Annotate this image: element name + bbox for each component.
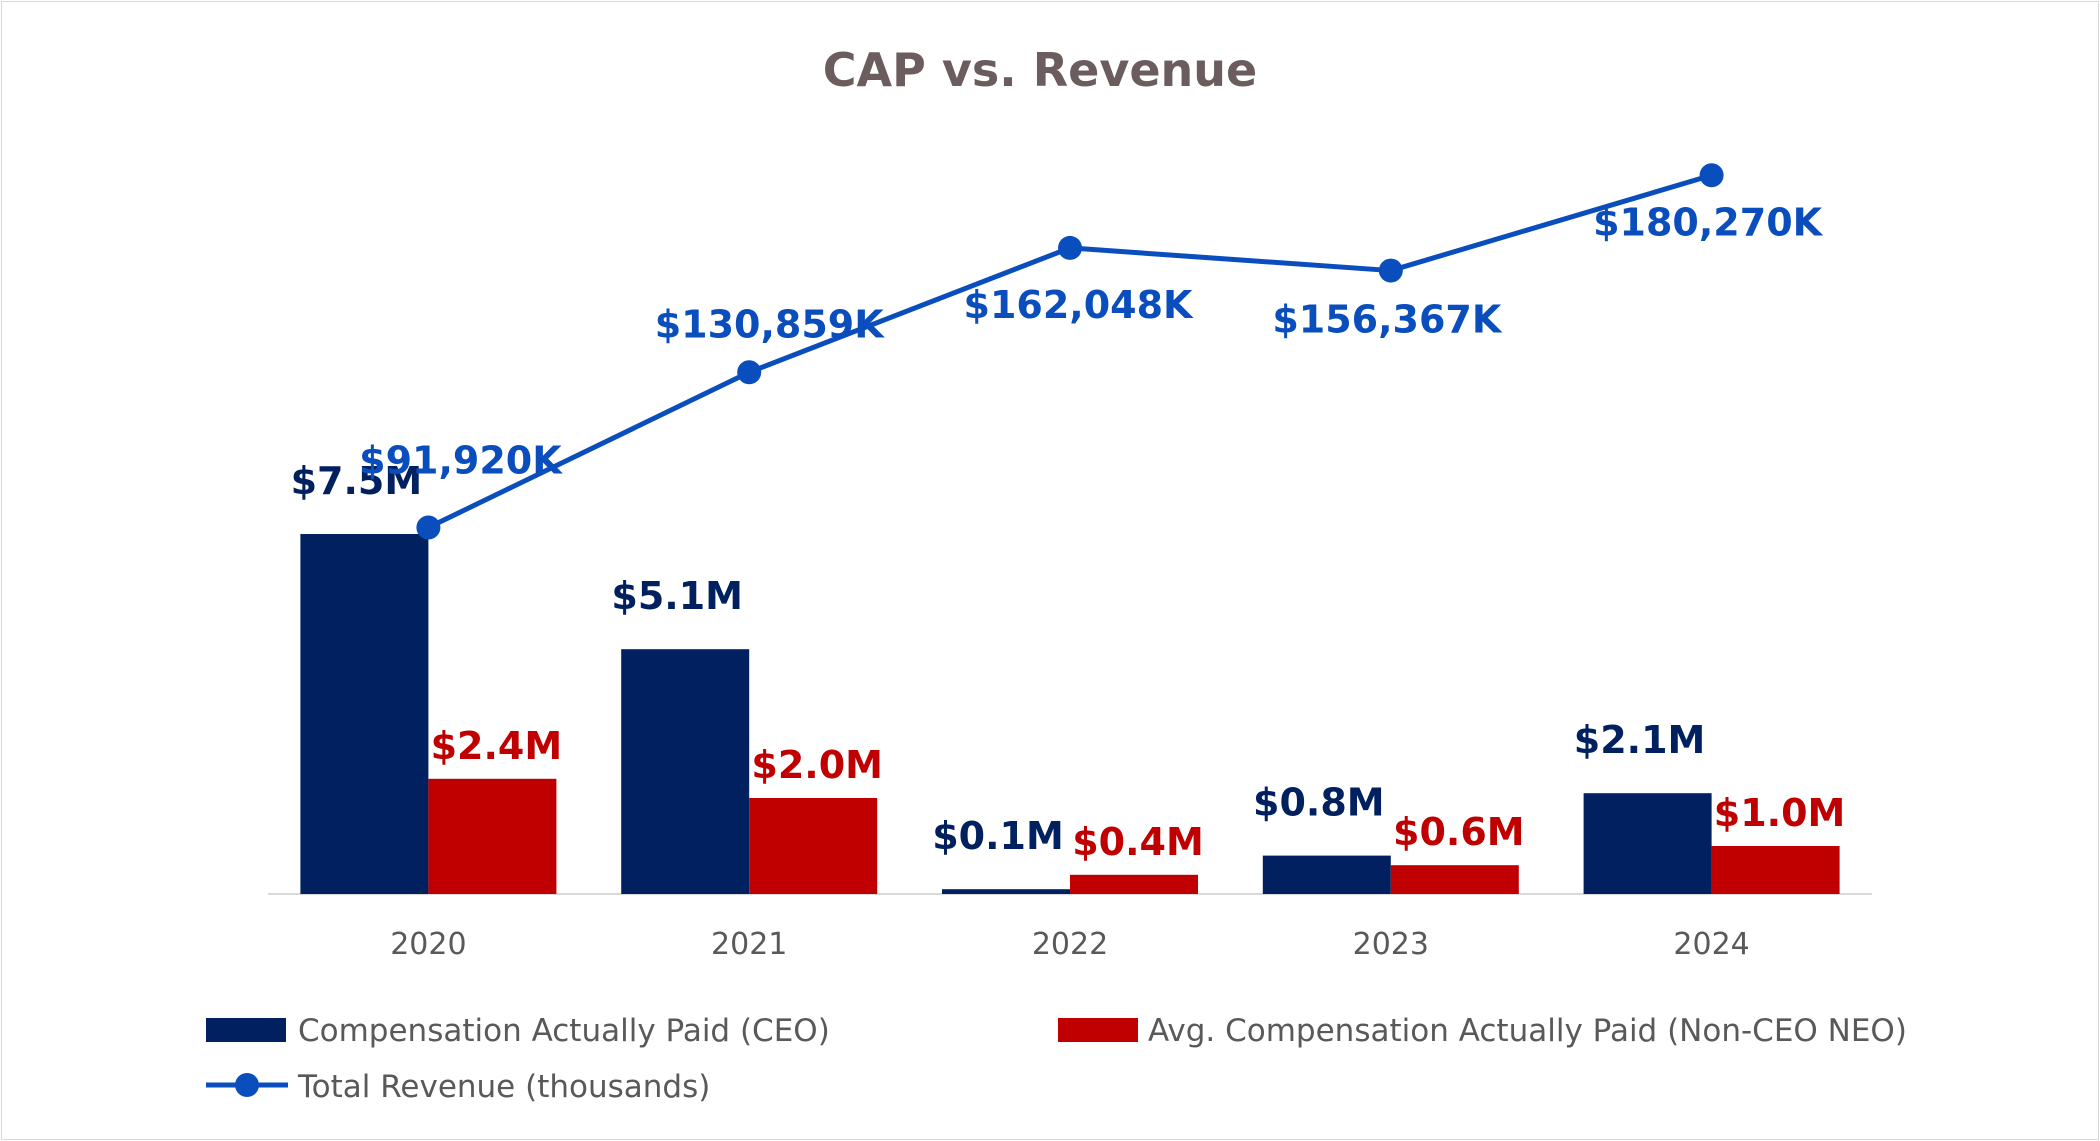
x-tick-label: 2023 [1353,927,1429,962]
legend-swatch-ceo [206,1018,286,1042]
revenue-series-line [427,172,1713,530]
data-label-ceo: $2.1M [1574,718,1706,762]
legend-marker-revenue [235,1073,259,1097]
data-label-non-ceo: $0.6M [1393,810,1525,854]
data-label-ceo: $7.5M [291,459,423,503]
revenue-line-layer [416,163,1724,540]
revenue-point-2020 [416,515,441,540]
bar-non-ceo-2021 [749,798,878,894]
legend: Compensation Actually Paid (CEO) Avg. Co… [206,1013,1907,1105]
data-label-non-ceo: $2.0M [751,743,883,787]
bar-ceo-2021 [621,649,750,894]
bar-ceo-2023 [1262,855,1391,894]
legend-swatch-non-ceo-neo [1058,1018,1138,1042]
legend-label-ceo: Compensation Actually Paid (CEO) [298,1013,830,1049]
bar-non-ceo-2022 [1070,874,1198,894]
data-label-revenue: $130,859K [655,302,886,346]
revenue-point-2021 [737,360,762,385]
x-tick-label: 2024 [1673,927,1749,962]
data-label-ceo: $5.1M [611,574,743,618]
data-label-non-ceo: $0.4M [1072,820,1204,864]
data-label-non-ceo: $1.0M [1714,791,1846,835]
bar-layer [300,534,1840,894]
revenue-point-2023 [1378,258,1403,283]
bar-non-ceo-2020 [428,778,557,894]
data-label-revenue: $162,048K [964,283,1195,327]
bar-ceo-2022 [942,889,1070,894]
bar-ceo-2020 [300,534,429,894]
data-label-layer: $7.5M $2.4M $5.1M $2.0M $0.1M $0.4M $0.8M$0.6M… [291,200,1846,864]
data-label-revenue: $180,270K [1593,200,1824,244]
data-label-non-ceo: $2.4M [431,724,563,768]
x-tick-label: 2020 [390,927,466,962]
bar-ceo-2024 [1583,793,1712,894]
revenue-point-2024 [1699,163,1724,188]
legend-label-non-ceo-neo: Avg. Compensation Actually Paid (Non-CEO… [1148,1013,1907,1049]
bar-non-ceo-2023 [1390,865,1519,894]
legend-label-revenue: Total Revenue (thousands) [297,1069,710,1105]
x-tick-label: 2022 [1032,927,1108,962]
x-tick-layer: 2020 2021 2022 2023 2024 [390,927,1750,962]
data-label-revenue: $156,367K [1272,298,1503,342]
bar-non-ceo-2024 [1711,846,1840,894]
revenue-point-2022 [1058,235,1082,260]
data-label-revenue: $91,920K [359,439,563,483]
data-label-ceo: $0.8M [1253,781,1385,825]
data-label-ceo: $0.1M [932,814,1064,858]
x-tick-label: 2021 [711,927,787,962]
chart-title: CAP vs. Revenue [823,43,1257,97]
